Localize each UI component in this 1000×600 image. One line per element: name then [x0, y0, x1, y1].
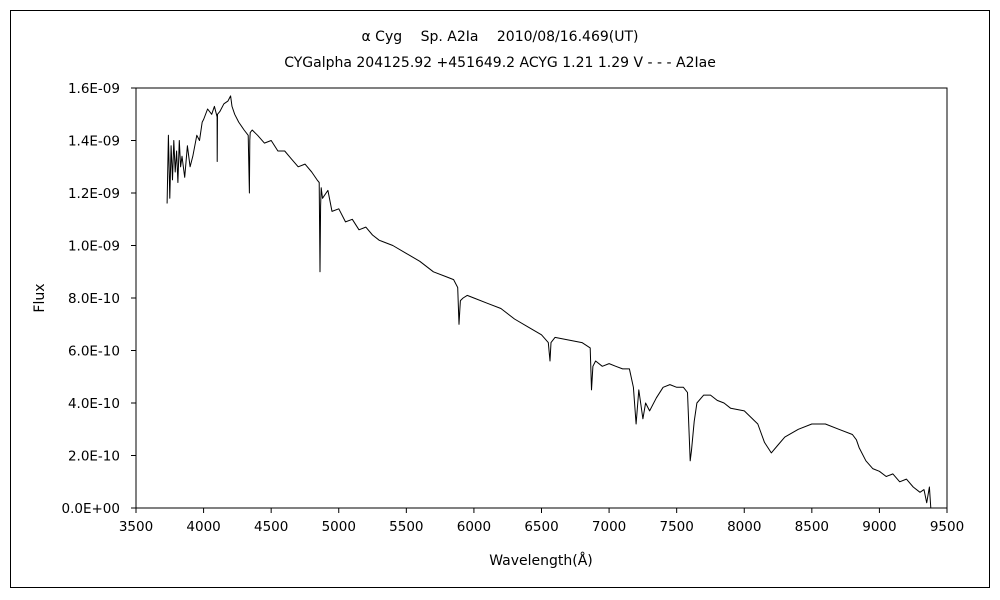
- y-tick-label: 1.2E-09: [68, 186, 120, 202]
- y-tick-label: 1.6E-09: [68, 81, 120, 97]
- x-tick-label: 5500: [389, 519, 423, 535]
- x-tick-label: 9000: [862, 519, 896, 535]
- y-tick-label: 4.0E-10: [68, 396, 120, 412]
- y-tick-label: 2.0E-10: [68, 449, 120, 465]
- x-tick-label: 6000: [457, 519, 491, 535]
- y-axis-title: Flux: [32, 283, 48, 312]
- x-tick-label: 5000: [322, 519, 356, 535]
- spectrum-series-line: [166, 95, 932, 509]
- y-tick-label: 1.0E-09: [68, 239, 120, 255]
- series-layer: [166, 95, 932, 509]
- x-axis-title: Wavelength(Å): [489, 552, 593, 569]
- y-tick-label: 8.0E-10: [68, 291, 120, 307]
- x-tick-label: 8500: [795, 519, 829, 535]
- x-tick-label: 4000: [186, 519, 220, 535]
- x-tick-label: 7500: [659, 519, 693, 535]
- x-tick-label: 8000: [727, 519, 761, 535]
- y-tick-label: 6.0E-10: [68, 344, 120, 360]
- x-tick-label: 9500: [930, 519, 964, 535]
- x-tick-label: 7000: [592, 519, 626, 535]
- x-axis: 3500 4000 4500 5000 5500 6000 6500 7000 7500 8000…: [119, 508, 964, 535]
- y-tick-label: 0.0E+00: [62, 501, 121, 517]
- y-axis: 0.0E+00 2.0E-10 4.0E-10 6.0E-10 8.0E-10 1.0E-…: [62, 81, 136, 517]
- x-tick-label: 4500: [254, 519, 288, 535]
- y-tick-label: 1.4E-09: [68, 134, 120, 150]
- chart-subtitle: CYGalpha 204125.92 +451649.2 ACYG 1.21 1…: [284, 55, 716, 71]
- x-tick-label: 3500: [119, 519, 153, 535]
- plot-area-border: [135, 87, 948, 509]
- chart-frame: [10, 10, 990, 588]
- x-tick-label: 6500: [524, 519, 558, 535]
- chart-title: α Cyg Sp. A2Ia 2010/08/16.469(UT): [361, 29, 639, 45]
